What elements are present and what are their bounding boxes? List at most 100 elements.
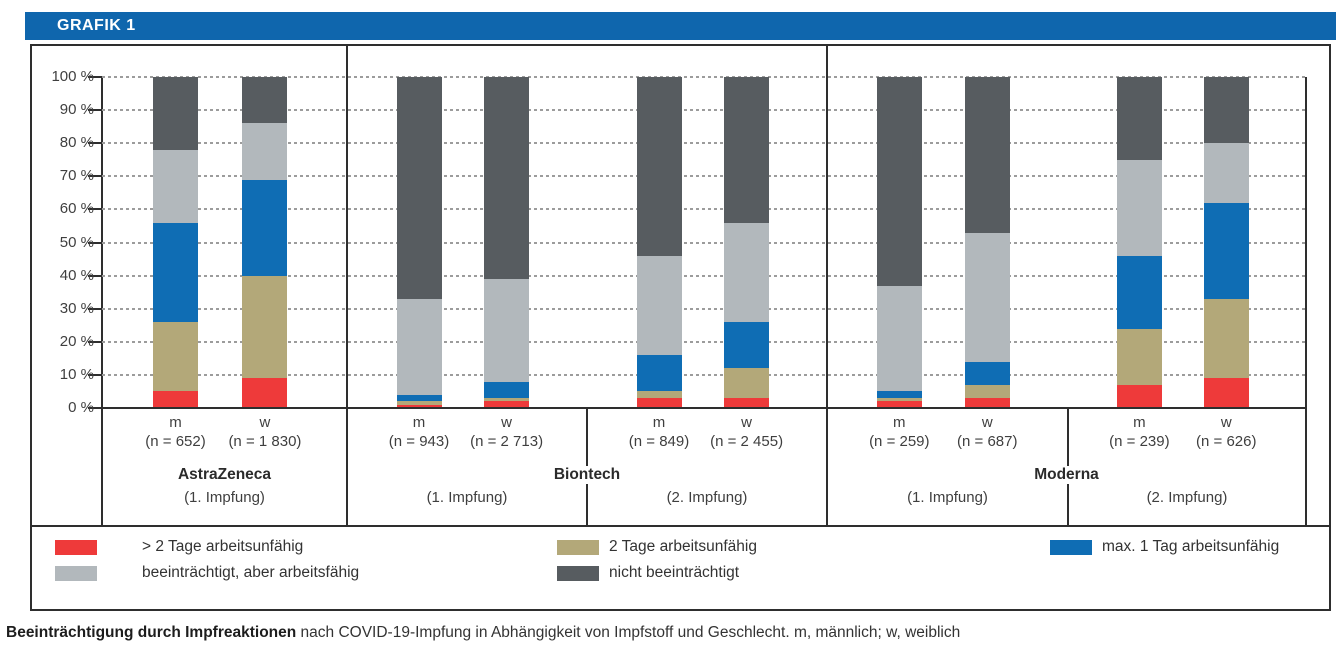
bar-segment-khaki [724, 368, 770, 399]
bar-segment-red [876, 401, 922, 408]
y-tick-label: 60 % [59, 200, 94, 218]
bar-segment-dkgray [636, 77, 682, 256]
bar-label-gender: m [412, 414, 426, 431]
y-tick-label: 30 % [59, 299, 94, 317]
bar-segment-dkgray [1116, 77, 1162, 160]
plot-right-line [1305, 77, 1307, 525]
bar-label-n: (n = 626) [1196, 433, 1257, 450]
gridline-20% [102, 340, 1306, 343]
dose-label: (1. Impfung) [907, 489, 988, 506]
bar-segment-blue [636, 355, 682, 392]
y-axis-tick [88, 307, 102, 310]
bar-label-n: (n = 2 455) [710, 433, 784, 450]
y-tick-label: 70 % [59, 167, 94, 185]
bar-segment-blue [153, 222, 198, 322]
bar-segment-khaki [876, 398, 922, 402]
legend-swatch-dkgray [557, 565, 599, 581]
figure-caption: Beeinträchtigung durch Impfreaktionen na… [6, 624, 960, 642]
bar-segment-ltgray [964, 232, 1010, 362]
y-tick-label: 100 % [51, 68, 94, 85]
legend-item-khaki: 2 Tage arbeitsunfähig [557, 538, 757, 556]
vaccine-group-label-biontech: Biontech [543, 466, 631, 484]
y-axis-tick [88, 407, 102, 409]
legend-swatch-blue [1050, 539, 1092, 555]
bar-segment-red [1203, 378, 1249, 408]
bar-segment-blue [964, 361, 1010, 385]
legend-swatch-ltgray [55, 565, 97, 581]
legend-swatch-red [55, 539, 97, 555]
x-axis-baseline [102, 407, 1306, 409]
bar-label-n: (n = 943) [388, 433, 450, 450]
bar-label-gender: w [501, 414, 513, 431]
y-tick-label: 10 % [59, 365, 94, 383]
bar-segment-dkgray [396, 77, 442, 299]
bar-segment-khaki [396, 401, 442, 405]
bar-label-n: (n = 239) [1109, 433, 1170, 450]
bar-label-gender: w [259, 414, 271, 431]
bar-segment-blue [396, 394, 442, 402]
bar-segment-ltgray [876, 285, 922, 392]
legend-label: 2 Tage arbeitsunfähig [609, 538, 757, 555]
bar-biontech-m [396, 77, 442, 408]
bar-segment-red [636, 398, 682, 408]
caption-bold-text: Beeinträchtigung durch Impfreaktionen [6, 624, 297, 641]
bar-segment-khaki [484, 398, 530, 402]
bar-moderna-m [1116, 77, 1162, 408]
bar-segment-khaki [1116, 328, 1162, 385]
bar-segment-blue [242, 179, 288, 276]
bar-label-gender: w [1220, 414, 1232, 431]
gridline-60% [102, 208, 1306, 211]
bar-segment-red [964, 398, 1010, 408]
legend-item-dkgray: nicht beeinträchtigt [557, 564, 739, 582]
bar-label-gender: w [981, 414, 993, 431]
bar-label-n: (n = 687) [957, 433, 1018, 450]
y-axis-tick [88, 340, 102, 343]
bar-segment-khaki [636, 391, 682, 399]
y-axis-tick [88, 76, 102, 78]
dose-label: (1. Impfung) [426, 489, 508, 506]
y-axis-tick [88, 274, 102, 277]
bar-segment-ltgray [484, 278, 530, 382]
bar-label-n: (n = 652) [145, 433, 206, 450]
bar-segment-ltgray [1116, 159, 1162, 256]
gridline-70% [102, 175, 1306, 178]
bar-segment-red [484, 401, 530, 408]
bar-label-gender: w [741, 414, 753, 431]
bar-biontech-w [484, 77, 530, 408]
y-axis-tick [88, 142, 102, 145]
bar-label-n: (n = 259) [869, 433, 930, 450]
figure-title: GRAFIK 1 [57, 17, 136, 34]
vaccine-group-label-moderna: Moderna [1024, 466, 1109, 484]
gridline-30% [102, 307, 1306, 310]
bar-segment-dkgray [153, 77, 198, 150]
bar-segment-ltgray [153, 149, 198, 223]
bar-label-gender: m [893, 414, 906, 431]
bar-astrazeneca-w [242, 77, 288, 408]
dose-label: (1. Impfung) [184, 489, 265, 506]
bar-segment-ltgray [242, 123, 288, 180]
y-axis-tick [88, 241, 102, 244]
bar-segment-red [153, 391, 198, 408]
bar-label-n: (n = 1 830) [228, 433, 302, 450]
group-separator-astrazeneca-biontech [346, 44, 348, 525]
legend-item-blue: max. 1 Tag arbeitsunfähig [1050, 538, 1279, 556]
y-tick-label: 20 % [59, 332, 94, 350]
bar-segment-dkgray [964, 77, 1010, 233]
dose-label: (2. Impfung) [1146, 489, 1228, 506]
y-axis-tick [88, 109, 102, 112]
gridline-100% [102, 76, 1306, 78]
legend-label: beeinträchtigt, aber arbeitsfähig [142, 564, 360, 581]
y-tick-label: 80 % [59, 134, 94, 152]
caption-regular-text: nach COVID-19-Impfung in Abhängigkeit vo… [296, 624, 961, 641]
bar-segment-dkgray [876, 77, 922, 286]
bar-label-gender: m [169, 414, 182, 431]
gridline-10% [102, 373, 1306, 376]
bar-segment-dkgray [724, 77, 770, 223]
bar-segment-ltgray [724, 222, 770, 322]
gridline-40% [102, 274, 1306, 277]
legend-swatch-khaki [557, 539, 599, 555]
legend-item-ltgray: beeinträchtigt, aber arbeitsfähig [55, 564, 359, 582]
bar-segment-blue [724, 321, 770, 369]
bar-astrazeneca-m [153, 77, 198, 408]
bar-biontech-m [636, 77, 682, 408]
